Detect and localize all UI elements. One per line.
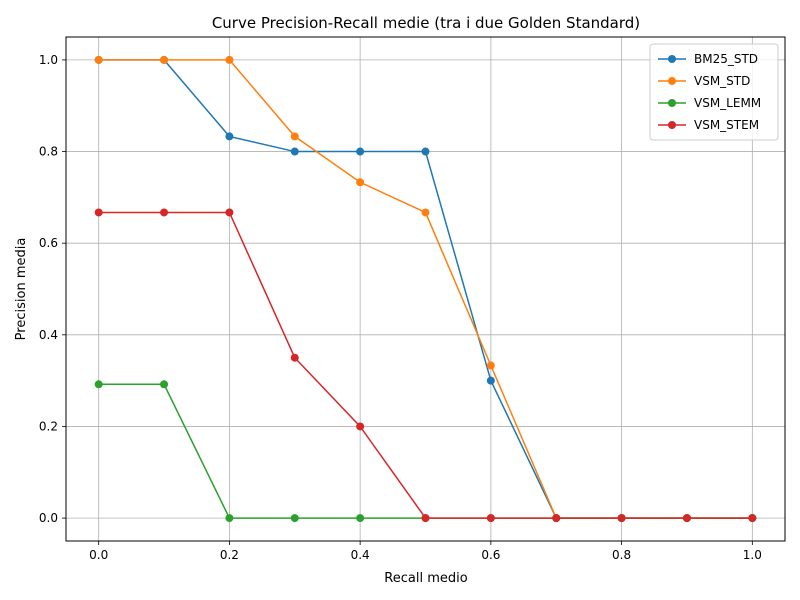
data-point: [290, 353, 299, 362]
legend-swatch-marker: [668, 99, 676, 107]
data-point: [682, 514, 691, 523]
legend-label: VSM_STEM: [694, 118, 759, 132]
data-point: [421, 514, 430, 523]
x-tick-label: 0.8: [612, 548, 631, 562]
series-line: [98, 211, 753, 519]
legend-label: BM25_STD: [694, 52, 758, 66]
legend-entry: VSM_STD: [658, 74, 750, 88]
y-axis-label: Precision media: [14, 238, 29, 341]
y-tick-label: 0.4: [39, 328, 58, 342]
data-point: [356, 514, 365, 523]
data-point: [225, 208, 234, 217]
series-vsm-lemm: [94, 380, 757, 523]
series-layer: [94, 55, 757, 523]
y-tick-label: 0.6: [39, 236, 58, 250]
data-point: [421, 208, 430, 217]
legend-swatch-marker: [668, 121, 676, 129]
series-vsm-stem: [94, 208, 757, 523]
data-point: [225, 55, 234, 64]
y-tick-label: 0.2: [39, 419, 58, 433]
data-point: [356, 147, 365, 156]
chart-title: Curve Precision-Recall medie (tra i due …: [212, 14, 640, 32]
x-tick-label: 0.4: [351, 548, 370, 562]
y-tick-label: 0.8: [39, 145, 58, 159]
data-point: [290, 514, 299, 523]
legend-box: [649, 43, 779, 141]
x-axis-label: Recall medio: [384, 571, 467, 586]
legend-swatch-marker: [668, 55, 676, 63]
legend-entry: BM25_STD: [658, 52, 758, 66]
data-point: [617, 514, 626, 523]
data-point: [356, 178, 365, 187]
data-point: [225, 132, 234, 141]
data-point: [486, 376, 495, 385]
data-point: [160, 208, 169, 217]
x-tick-label: 0.2: [220, 548, 239, 562]
x-tick-label: 1.0: [743, 548, 762, 562]
plot-frame: [65, 36, 786, 542]
legend-label: VSM_LEMM: [694, 96, 761, 110]
legend: BM25_STD VSM_STD VSM_LEMM VSM_STEM: [649, 43, 779, 141]
data-point: [94, 55, 103, 64]
data-point: [290, 132, 299, 141]
data-point: [486, 514, 495, 523]
x-tick-label: 0.6: [481, 548, 500, 562]
axis-ticks: 0.0 0.2 0.4 0.6 0.8 1.0 0.0 0.2 0.4 0.6 0.8 1.0: [39, 53, 762, 562]
legend-swatch-marker: [668, 77, 676, 85]
data-point: [552, 514, 561, 523]
legend-label: VSM_STD: [694, 74, 750, 88]
data-point: [748, 514, 757, 523]
data-point: [94, 380, 103, 389]
y-tick-label: 1.0: [39, 53, 58, 67]
data-point: [356, 422, 365, 431]
data-point: [160, 55, 169, 64]
series-line: [98, 383, 753, 519]
y-tick-label: 0.0: [39, 511, 58, 525]
data-point: [225, 514, 234, 523]
x-tick-label: 0.0: [89, 548, 108, 562]
legend-entry: VSM_LEMM: [658, 96, 761, 110]
data-point: [486, 361, 495, 370]
data-point: [160, 380, 169, 389]
data-point: [421, 147, 430, 156]
data-point: [290, 147, 299, 156]
legend-entry: VSM_STEM: [658, 118, 759, 132]
data-point: [94, 208, 103, 217]
